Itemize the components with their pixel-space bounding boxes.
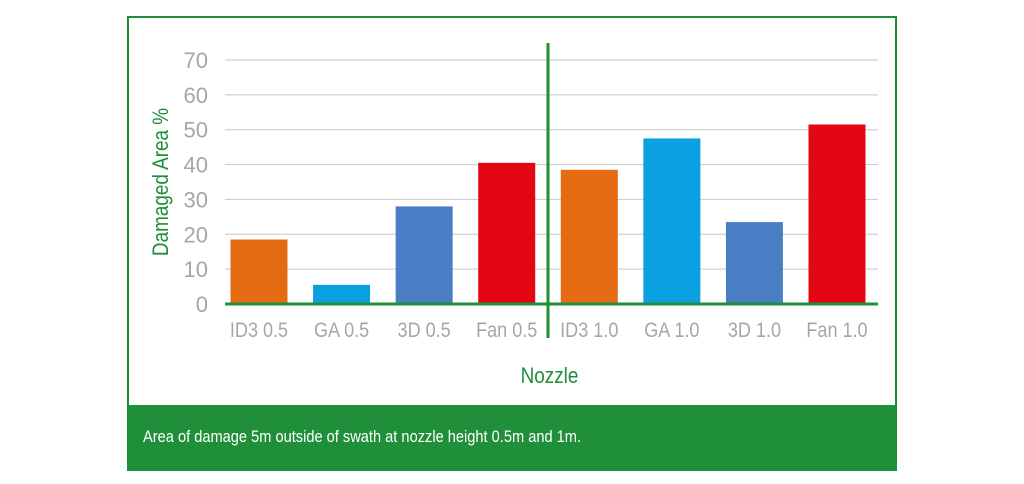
x-tick-label-fan-0-5: Fan 0.5 [476, 319, 537, 343]
x-tick-label-id3-1-0: ID3 1.0 [560, 319, 618, 343]
caption-text: Area of damage 5m outside of swath at no… [143, 427, 581, 447]
x-tick-label-fan-1-0: Fan 1.0 [806, 319, 867, 343]
x-axis-title: Nozzle [521, 364, 579, 389]
chart-frame: 0 10 20 30 40 50 60 70 ID3 0.5 GA 0.5 3D 0.5 Fan 0… [127, 16, 897, 471]
y-tick-label-60: 60 [184, 83, 208, 108]
x-tick-label-ga-1-0: GA 1.0 [644, 319, 699, 343]
y-tick-label-40: 40 [184, 153, 208, 178]
bar-id3-0-5 [231, 240, 288, 304]
y-tick-label-10: 10 [184, 257, 208, 282]
y-tick-label-20: 20 [184, 222, 208, 247]
bar-ga-1-0 [643, 138, 700, 304]
y-tick-label-0: 0 [196, 292, 208, 317]
caption-bar: Area of damage 5m outside of swath at no… [129, 405, 895, 469]
chart: 0 10 20 30 40 50 60 70 ID3 0.5 GA 0.5 3D 0.5 Fan 0… [129, 18, 895, 405]
bar-ga-0-5 [313, 285, 370, 304]
x-tick-label-3d-1-0: 3D 1.0 [728, 319, 781, 343]
y-tick-label-70: 70 [184, 48, 208, 73]
bar-3d-0-5 [396, 206, 453, 304]
bar-fan-1-0 [809, 124, 866, 304]
y-tick-labels: 0 10 20 30 40 50 60 70 [184, 48, 208, 317]
y-axis-title: Damaged Area % [149, 108, 174, 256]
y-tick-label-50: 50 [184, 118, 208, 143]
x-tick-label-ga-0-5: GA 0.5 [314, 319, 369, 343]
bar-fan-0-5 [478, 163, 535, 304]
bar-id3-1-0 [561, 170, 618, 304]
x-tick-label-3d-0-5: 3D 0.5 [398, 319, 451, 343]
bar-3d-1-0 [726, 222, 783, 304]
y-tick-label-30: 30 [184, 187, 208, 212]
x-tick-label-id3-0-5: ID3 0.5 [230, 319, 288, 343]
